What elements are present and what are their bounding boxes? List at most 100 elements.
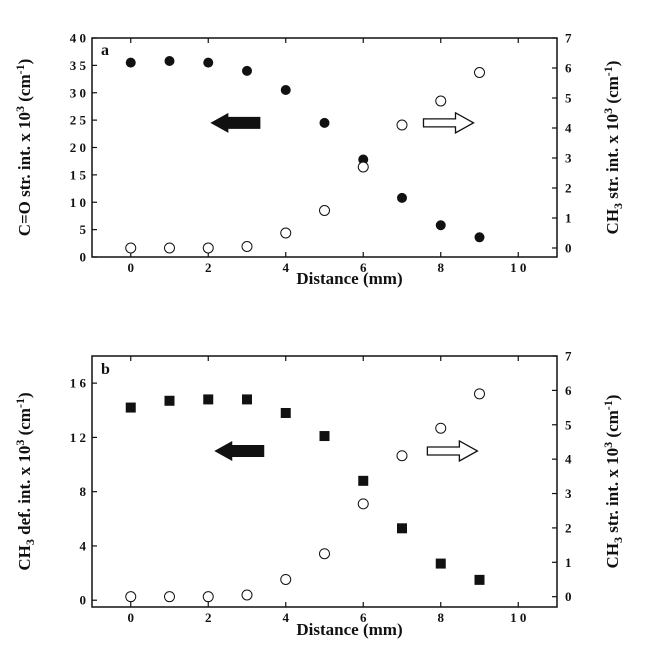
data-point-filled-circle <box>280 85 291 96</box>
data-point-open-circle <box>435 422 447 434</box>
arrow-right-open <box>426 439 479 463</box>
data-point-open-circle <box>164 591 175 603</box>
x-tick-label: 8 <box>438 260 445 275</box>
right-y-axis-label-part: -1 <box>601 66 615 76</box>
left-y-tick-label: 4 <box>80 538 87 553</box>
right-y-axis-label-part: (cm <box>603 410 622 442</box>
data-point-filled-square <box>397 523 407 534</box>
x-axis-label: Distance (mm) <box>296 269 402 288</box>
left-y-tick-label: 2 5 <box>70 113 87 128</box>
arrow-left-filled <box>214 440 265 461</box>
panel-letter: b <box>101 361 110 378</box>
data-point-filled-circle <box>242 65 252 76</box>
x-tick-label: 8 <box>438 610 445 625</box>
left-y-axis-label-part: def. int. x 10 <box>15 446 34 540</box>
x-tick-label: 6 <box>360 610 367 625</box>
data-point-filled-circle <box>203 57 214 68</box>
left-y-tick-label: 2 0 <box>70 140 86 155</box>
left-y-tick-label: 1 6 <box>70 376 87 391</box>
right-y-tick-label: 4 <box>565 452 572 467</box>
right-y-tick-label: 3 <box>565 151 572 166</box>
left-y-axis-label-part: ) <box>15 392 34 398</box>
data-point-filled-circle <box>358 154 369 165</box>
left-y-axis-label-part: -1 <box>13 398 27 408</box>
series-filled-square <box>125 394 485 585</box>
left-y-axis-label-part: -1 <box>13 64 27 74</box>
data-point-filled-square <box>319 431 330 442</box>
x-tick-label: 0 <box>128 610 135 625</box>
left-y-tick-label: 0 <box>80 593 87 608</box>
data-point-filled-square <box>358 475 369 486</box>
arrow-right-open <box>422 111 475 134</box>
right-y-tick-label: 7 <box>565 31 572 46</box>
data-point-filled-circle <box>474 232 485 243</box>
left-y-axis-label-part: ) <box>15 59 34 65</box>
right-y-tick-label: 1 <box>565 555 572 570</box>
left-y-axis-label-part: CH <box>15 545 34 571</box>
data-point-filled-circle <box>125 57 136 68</box>
data-point-open-circle <box>125 242 137 254</box>
right-y-tick-label: 6 <box>565 61 572 76</box>
data-point-filled-square <box>280 407 291 418</box>
right-y-axis-label-part: 3 <box>601 442 615 448</box>
left-y-tick-label: 0 <box>80 250 87 265</box>
left-y-axis-label-part: 3 <box>13 106 27 112</box>
data-point-open-circle <box>319 548 330 560</box>
right-y-tick-label: 7 <box>565 349 572 364</box>
x-tick-label: 2 <box>205 260 212 275</box>
data-point-filled-circle <box>319 117 330 128</box>
left-y-axis-label: C=O str. int. x 103 (cm-1) <box>13 59 34 237</box>
left-y-axis-label-part: (cm <box>15 74 34 106</box>
series-filled-circle <box>125 55 485 243</box>
right-y-axis-label: CH3 str. int. x 103 (cm-1) <box>601 61 625 235</box>
right-y-axis-label-part: 3 <box>601 108 615 114</box>
right-y-tick-label: 4 <box>565 121 572 136</box>
data-point-open-circle <box>319 205 330 216</box>
arrow-left-filled <box>210 112 261 133</box>
left-y-axis-label-part: C=O str. int. x 10 <box>15 112 34 236</box>
data-point-open-circle <box>202 242 214 254</box>
left-y-tick-label: 3 5 <box>70 58 87 73</box>
right-y-tick-label: 1 <box>565 211 572 226</box>
data-point-filled-square <box>435 558 446 569</box>
right-y-tick-label: 3 <box>565 486 572 501</box>
data-point-open-circle <box>280 227 292 239</box>
data-point-open-circle <box>396 450 408 462</box>
x-tick-label: 1 0 <box>510 610 526 625</box>
left-y-axis-label: CH3 def. int. x 103 (cm-1) <box>13 392 37 570</box>
x-tick-label: 0 <box>128 260 135 275</box>
data-point-open-circle <box>357 498 369 510</box>
plot-frame <box>91 37 558 258</box>
right-y-tick-label: 0 <box>565 589 572 604</box>
series-open-circle <box>125 67 485 254</box>
right-y-axis-label-part: ) <box>603 395 622 401</box>
x-tick-label: 6 <box>360 260 367 275</box>
left-y-axis-label-part: 3 <box>23 539 37 545</box>
data-point-filled-square <box>242 394 252 405</box>
right-y-axis-label-part: CH <box>603 543 622 569</box>
left-y-tick-label: 8 <box>80 484 87 499</box>
plot-frame <box>91 355 558 608</box>
data-point-open-circle <box>280 573 292 585</box>
right-y-axis-label-part: str. int. x 10 <box>603 448 622 537</box>
data-point-filled-square <box>203 394 214 405</box>
left-y-tick-label: 1 2 <box>70 430 86 445</box>
left-y-tick-label: 5 <box>80 222 87 237</box>
data-point-filled-circle <box>164 55 175 66</box>
x-tick-label: 2 <box>205 610 212 625</box>
panel-a: a 0 2 4 6 8 1 0 0 5 1 0 1 5 2 0 2 5 3 0 3 5 4 0 0 1 2 3 4 5 6 7… <box>13 31 625 289</box>
series-open-circle <box>125 388 485 603</box>
data-point-open-circle <box>125 591 137 603</box>
data-point-open-circle <box>241 589 253 601</box>
data-point-filled-square <box>125 402 136 413</box>
right-y-tick-label: 0 <box>565 241 572 256</box>
right-y-axis-label-part: CH <box>603 209 622 235</box>
data-point-filled-square <box>164 395 175 406</box>
right-y-axis-label-part: -1 <box>601 400 615 410</box>
left-y-tick-label: 1 5 <box>70 167 87 182</box>
right-y-axis-label: CH3 str. int. x 103 (cm-1) <box>601 395 625 569</box>
panel-letter: a <box>101 42 109 59</box>
data-point-filled-square <box>474 574 485 585</box>
